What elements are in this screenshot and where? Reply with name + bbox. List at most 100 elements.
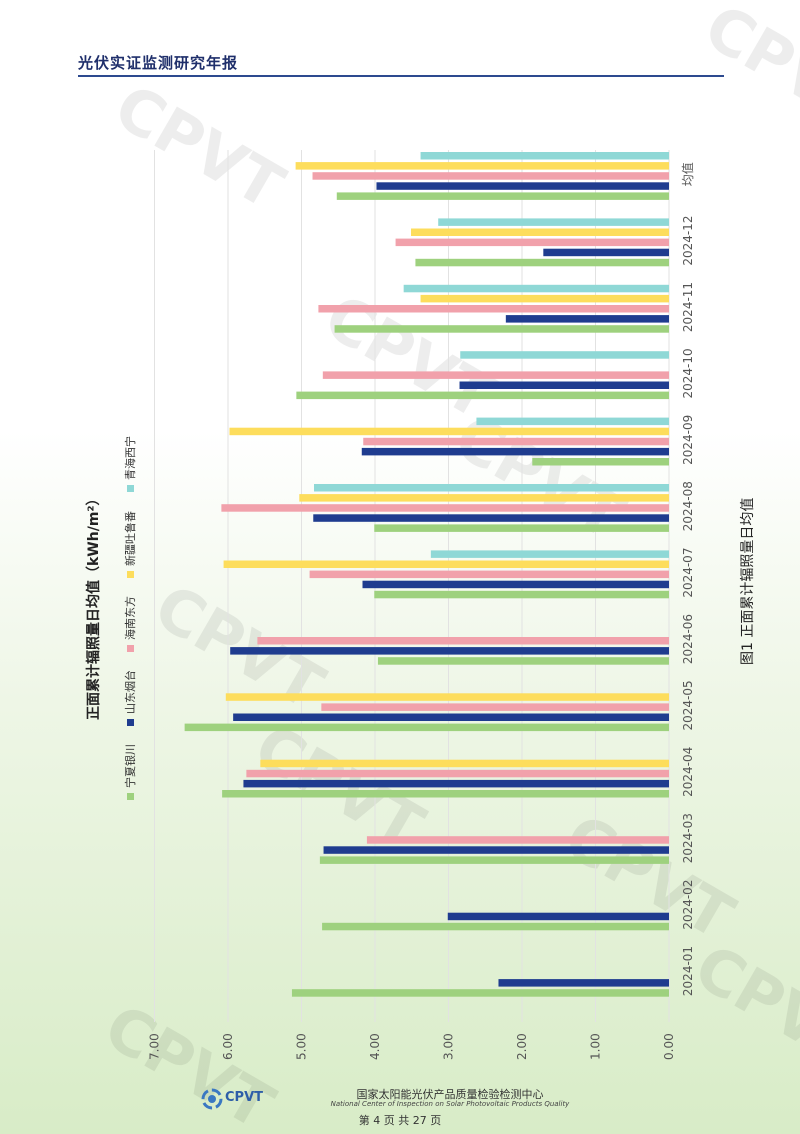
tick-label: 7.00 — [148, 1033, 162, 1060]
category-label: 2024-10 — [681, 348, 695, 398]
legend-label: 海南东方 — [123, 596, 137, 640]
bar — [243, 779, 669, 788]
bar — [532, 458, 669, 466]
bar — [377, 657, 669, 665]
bar — [223, 560, 669, 568]
watermark: CPVT — [553, 800, 746, 954]
bar — [260, 759, 669, 768]
bar — [322, 922, 669, 931]
bar — [225, 693, 670, 701]
chart-legend: 宁夏银川 山东烟台 海南东方 新疆吐鲁番 青海西宁 — [123, 436, 137, 800]
category-label: 2024-04 — [681, 747, 695, 797]
bar — [309, 570, 669, 579]
cpvt-logo: CPVT — [201, 1088, 263, 1110]
bar — [299, 494, 669, 502]
bar — [366, 836, 669, 844]
category-label: 2024-07 — [681, 548, 695, 598]
category-label: 2024-03 — [681, 813, 695, 863]
legend-swatch — [127, 645, 134, 652]
legend-item: 海南东方 — [123, 596, 137, 652]
watermark: CPVT — [103, 70, 296, 224]
bar — [321, 703, 669, 711]
bar — [221, 504, 669, 512]
category-label: 2024-05 — [681, 680, 695, 730]
bar — [313, 484, 669, 492]
bar — [362, 580, 669, 589]
legend-label: 新疆吐鲁番 — [123, 511, 137, 566]
bar — [498, 979, 669, 987]
bar — [430, 550, 669, 558]
bar — [296, 391, 669, 400]
legend-label: 青海西宁 — [123, 436, 137, 480]
bar — [374, 590, 669, 599]
bar — [257, 637, 669, 645]
legend-swatch — [127, 485, 134, 492]
header-rule — [78, 75, 724, 77]
bar — [543, 248, 669, 257]
bar — [230, 647, 669, 655]
legend-swatch — [127, 719, 134, 726]
bar — [319, 856, 669, 864]
category-label: 2024-02 — [681, 880, 695, 930]
legend-swatch — [127, 793, 134, 800]
bar — [291, 989, 669, 997]
category-label: 2024-09 — [681, 415, 695, 465]
bar — [322, 371, 669, 379]
category-label: 2024-11 — [681, 282, 695, 332]
bar — [376, 182, 669, 190]
legend-swatch — [127, 571, 134, 578]
tick-label: 4.00 — [368, 1033, 382, 1060]
chart-title: 正面累计辐照量日均值（kWh/m²） — [85, 491, 102, 720]
footer-page-number: 第 4 页 共 27 页 — [358, 1114, 442, 1127]
legend-item: 宁夏银川 — [123, 744, 137, 800]
tick-label: 5.00 — [295, 1033, 309, 1060]
tick-label: 2.00 — [515, 1033, 529, 1060]
bar — [361, 447, 669, 456]
category-label: 2024-12 — [681, 216, 695, 266]
category-label: 2024-06 — [681, 614, 695, 664]
bar — [222, 790, 669, 798]
bar — [505, 315, 669, 323]
category-label: 2024-08 — [681, 481, 695, 531]
bar — [411, 228, 669, 236]
bar — [460, 351, 669, 359]
watermark: CPVT — [693, 0, 800, 144]
legend-item: 山东烟台 — [123, 670, 137, 726]
chart-category-labels: 2024-01 2024-02 2024-03 2024-04 2024-05 2024-… — [680, 162, 695, 996]
footer-center-name-cn: 国家太阳能光伏产品质量检验检测中心 — [356, 1088, 544, 1101]
bar — [420, 152, 669, 160]
tick-label: 3.00 — [442, 1033, 456, 1060]
legend-label: 山东烟台 — [123, 670, 137, 714]
logo-text: CPVT — [225, 1090, 263, 1105]
bar — [395, 238, 669, 247]
bar — [295, 162, 669, 170]
bar — [318, 305, 669, 313]
bar — [447, 912, 669, 921]
bar — [374, 524, 669, 532]
bar — [246, 769, 669, 778]
watermark: CPVT — [683, 930, 800, 1084]
bar — [459, 381, 669, 389]
tick-label: 6.00 — [221, 1033, 235, 1060]
bar — [363, 437, 669, 446]
chart-tick-labels: 0.00 1.00 2.00 3.00 4.00 5.00 6.00 7.00 — [148, 1033, 677, 1060]
bar — [313, 514, 669, 522]
bar — [233, 713, 669, 721]
chart-caption: 图1 正面累计辐照量日均值 — [740, 498, 756, 665]
tick-label: 1.00 — [589, 1033, 603, 1060]
legend-item: 新疆吐鲁番 — [123, 511, 137, 578]
bar — [403, 284, 669, 293]
tick-label: 0.00 — [662, 1033, 676, 1060]
bar — [336, 192, 669, 200]
bar — [323, 846, 669, 854]
legend-item: 青海西宁 — [123, 436, 137, 492]
footer-center-name-en: National Center of Inspection on Solar P… — [330, 1100, 570, 1108]
bar — [312, 172, 669, 180]
page-header-title: 光伏实证监测研究年报 — [78, 54, 239, 72]
bar — [334, 325, 669, 333]
bar — [184, 723, 669, 732]
legend-label: 宁夏银川 — [123, 744, 137, 788]
chart-bars — [184, 152, 670, 997]
bar — [420, 294, 669, 303]
